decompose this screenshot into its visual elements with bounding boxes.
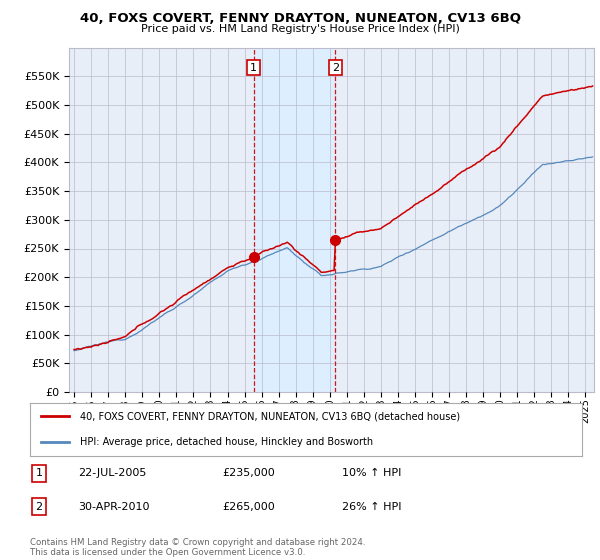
Text: 1: 1 [250, 63, 257, 73]
Text: £235,000: £235,000 [222, 468, 275, 478]
Text: 22-JUL-2005: 22-JUL-2005 [78, 468, 146, 478]
Text: 2: 2 [332, 63, 339, 73]
Text: 26% ↑ HPI: 26% ↑ HPI [342, 502, 401, 512]
Text: Price paid vs. HM Land Registry's House Price Index (HPI): Price paid vs. HM Land Registry's House … [140, 24, 460, 34]
Text: 10% ↑ HPI: 10% ↑ HPI [342, 468, 401, 478]
Text: 40, FOXS COVERT, FENNY DRAYTON, NUNEATON, CV13 6BQ (detached house): 40, FOXS COVERT, FENNY DRAYTON, NUNEATON… [80, 412, 460, 422]
Text: 1: 1 [35, 468, 43, 478]
Bar [254, 48, 335, 392]
Text: HPI: Average price, detached house, Hinckley and Bosworth: HPI: Average price, detached house, Hinc… [80, 436, 373, 446]
Text: £265,000: £265,000 [222, 502, 275, 512]
Text: 30-APR-2010: 30-APR-2010 [78, 502, 149, 512]
Text: 40, FOXS COVERT, FENNY DRAYTON, NUNEATON, CV13 6BQ: 40, FOXS COVERT, FENNY DRAYTON, NUNEATON… [79, 12, 521, 25]
Text: 2: 2 [35, 502, 43, 512]
Text: Contains HM Land Registry data © Crown copyright and database right 2024.
This d: Contains HM Land Registry data © Crown c… [30, 538, 365, 557]
